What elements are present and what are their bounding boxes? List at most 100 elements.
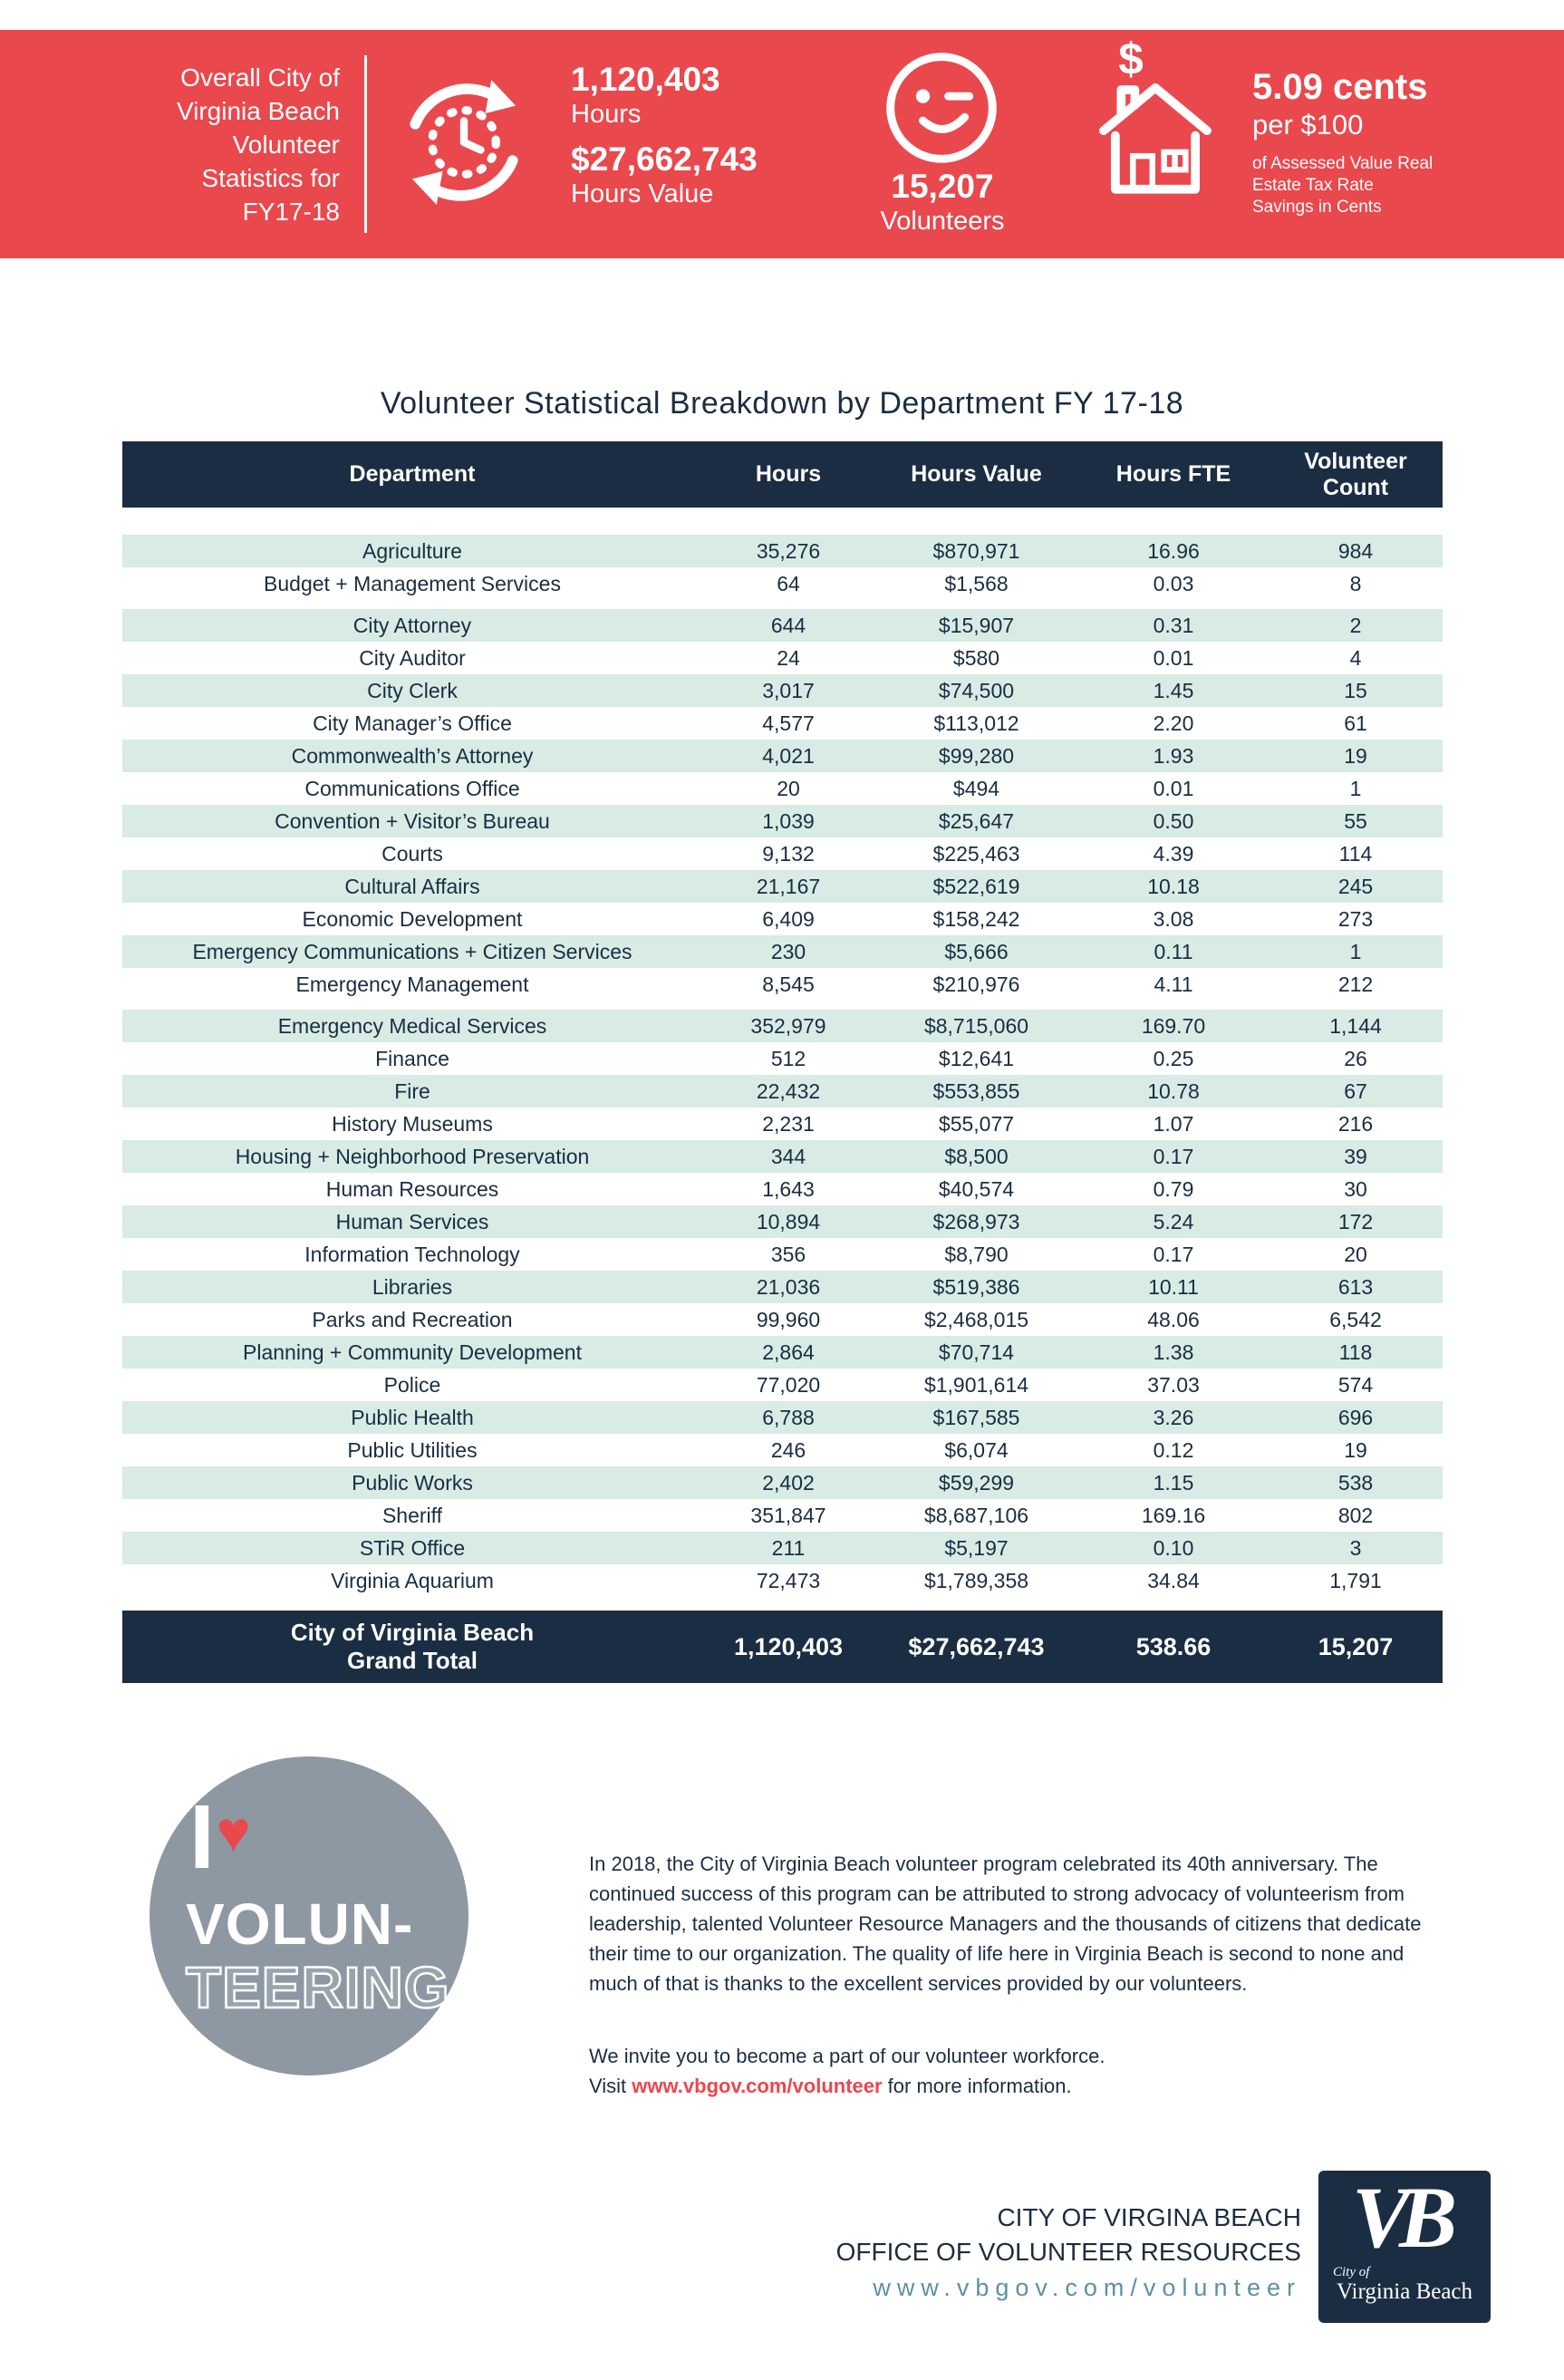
banner-title-line: Virginia Beach <box>176 97 340 125</box>
table-row: Budget + Management Services 64 $1,568 0.03… <box>122 567 1443 600</box>
cell-volunteer-count: 39 <box>1344 1144 1367 1168</box>
cell-hours-value: $40,574 <box>938 1176 1015 1201</box>
column-header-hours-value: Hours Value <box>911 461 1042 487</box>
cell-volunteer-count: 114 <box>1338 841 1373 866</box>
volunteers-stat: 15,207 Volunteers <box>829 168 1056 237</box>
cell-hours-fte: 1.07 <box>1153 1111 1194 1136</box>
table-row: Libraries 21,036 $519,386 10.11 613 <box>122 1271 1443 1303</box>
footer-url-link[interactable]: www.vbgov.com/volunteer <box>873 2274 1301 2301</box>
footer-office: OFFICE OF VOLUNTEER RESOURCES <box>835 2238 1301 2266</box>
cell-hours: 21,167 <box>756 874 821 898</box>
cell-hours-value: $8,790 <box>944 1242 1009 1266</box>
cell-volunteer-count: 574 <box>1337 1372 1374 1397</box>
cell-hours: 99,960 <box>756 1307 821 1331</box>
cell-hours-fte: 169.70 <box>1141 1013 1206 1038</box>
cell-volunteer-count: 984 <box>1337 538 1374 563</box>
tax-note: of Assessed Value Real Estate Tax Rate S… <box>1252 154 1434 217</box>
table-row: Public Utilities 246 $6,074 0.12 19 <box>122 1434 1443 1466</box>
cell-hours-value: $12,641 <box>938 1046 1015 1070</box>
cell-hours: 64 <box>777 571 800 595</box>
cell-hours-value: $59,299 <box>938 1470 1015 1495</box>
cell-volunteer-count: 3 <box>1349 1535 1362 1560</box>
cell-hours-value: $8,687,106 <box>923 1503 1029 1527</box>
cell-hours: 35,276 <box>756 538 821 563</box>
cell-hours-fte: 0.17 <box>1153 1144 1194 1168</box>
cell-hours-fte: 169.16 <box>1141 1503 1206 1527</box>
cell-volunteer-count: 613 <box>1337 1274 1374 1299</box>
cell-volunteer-count: 55 <box>1344 808 1367 833</box>
cell-hours-fte: 3.26 <box>1153 1405 1194 1429</box>
cell-department: Emergency Medical Services <box>277 1013 547 1038</box>
cell-hours: 351,847 <box>750 1503 826 1527</box>
table-row: Cultural Affairs 21,167 $522,619 10.18 245 <box>122 870 1443 903</box>
table-row: Human Services 10,894 $268,973 5.24 172 <box>122 1205 1443 1238</box>
cell-hours-fte: 10.18 <box>1147 874 1200 898</box>
hours-label: Hours <box>571 100 642 129</box>
cell-hours-value: $580 <box>952 645 1000 670</box>
cell-department: Budget + Management Services <box>264 571 561 595</box>
column-header-hours: Hours <box>755 461 822 487</box>
column-header-department: Department <box>349 461 476 487</box>
logo-city-of: City of <box>1333 2265 1370 2279</box>
cell-volunteer-count: 1 <box>1349 939 1362 963</box>
cell-hours: 1,039 <box>762 808 815 833</box>
i-love-volunteering-badge: I♥ VOLUN- TEERING <box>150 1756 468 2075</box>
volunteer-link[interactable]: www.vbgov.com/volunteer <box>632 2075 883 2097</box>
cell-volunteer-count: 19 <box>1344 743 1367 768</box>
cell-hours: 6,788 <box>762 1405 815 1429</box>
cell-hours-value: $494 <box>952 776 1000 800</box>
hours-value: 1,120,403 <box>571 61 720 98</box>
cell-department: Finance <box>375 1046 449 1070</box>
cell-hours-fte: 2.20 <box>1153 711 1194 735</box>
cell-hours: 6,409 <box>762 906 815 931</box>
cell-hours-fte: 0.11 <box>1154 939 1193 963</box>
cell-hours-fte: 0.12 <box>1153 1437 1194 1462</box>
cell-department: Information Technology <box>304 1242 520 1266</box>
cell-hours-value: $870,971 <box>932 538 1020 563</box>
cell-hours-value: $70,714 <box>938 1340 1015 1364</box>
cell-hours-value: $55,077 <box>938 1111 1015 1136</box>
tax-stat: 5.09 cents per $100 of Assessed Value Re… <box>1252 66 1551 218</box>
table-row: Sheriff 351,847 $8,687,106 169.16 802 <box>122 1499 1443 1532</box>
cell-volunteer-count: 172 <box>1337 1209 1374 1234</box>
table-row: City Clerk 3,017 $74,500 1.45 15 <box>122 674 1443 707</box>
cell-hours-value: $5,666 <box>944 939 1009 963</box>
cell-hours-value: $2,468,015 <box>923 1307 1029 1331</box>
cell-volunteer-count: 2 <box>1349 613 1362 637</box>
cell-volunteer-count: 245 <box>1337 874 1374 898</box>
cell-volunteer-count: 538 <box>1337 1470 1374 1495</box>
svg-text:$: $ <box>1118 39 1144 84</box>
cell-hours-fte: 48.06 <box>1147 1307 1200 1331</box>
grand-total-label: City of Virginia Beach Grand Total <box>290 1619 535 1674</box>
cell-volunteer-count: 696 <box>1337 1405 1374 1429</box>
cell-department: Planning + Community Development <box>243 1340 582 1364</box>
banner-title-line: Volunteer <box>232 131 340 159</box>
logo-name: Virginia Beach <box>1336 2279 1473 2304</box>
cell-department: City Clerk <box>367 678 458 702</box>
cell-hours-value: $1,568 <box>944 571 1009 595</box>
table-row: Housing + Neighborhood Preservation 344 $8… <box>122 1140 1443 1173</box>
cell-volunteer-count: 20 <box>1344 1242 1367 1266</box>
tax-per: per $100 <box>1252 109 1364 140</box>
cell-hours-value: $15,907 <box>938 613 1015 637</box>
badge-volun: VOLUN- <box>186 1891 414 1957</box>
cell-hours-fte: 0.79 <box>1153 1176 1194 1201</box>
table-row: Public Health 6,788 $167,585 3.26 696 <box>122 1401 1443 1434</box>
cell-hours-fte: 0.17 <box>1153 1242 1194 1266</box>
footer-text: CITY OF VIRGINA BEACH OFFICE OF VOLUNTEE… <box>0 2201 1301 2306</box>
cell-hours-fte: 0.03 <box>1153 571 1194 595</box>
cell-hours: 2,402 <box>762 1470 815 1495</box>
cell-volunteer-count: 19 <box>1344 1437 1367 1462</box>
cell-volunteer-count: 15 <box>1344 678 1367 702</box>
cell-department: Libraries <box>372 1274 453 1299</box>
cell-hours-fte: 1.38 <box>1153 1340 1194 1364</box>
cell-volunteer-count: 118 <box>1338 1340 1373 1364</box>
table-row: Convention + Visitor’s Bureau 1,039 $25,64… <box>122 805 1443 837</box>
cell-hours-value: $519,386 <box>932 1274 1020 1299</box>
cell-hours-fte: 34.84 <box>1147 1568 1200 1592</box>
cell-department: Parks and Recreation <box>312 1307 513 1331</box>
cell-hours-value: $25,647 <box>938 808 1015 833</box>
cell-hours: 230 <box>770 939 806 963</box>
volunteers-value: 15,207 <box>891 168 994 205</box>
promo-invite: We invite you to become a part of our vo… <box>589 2041 1450 2101</box>
